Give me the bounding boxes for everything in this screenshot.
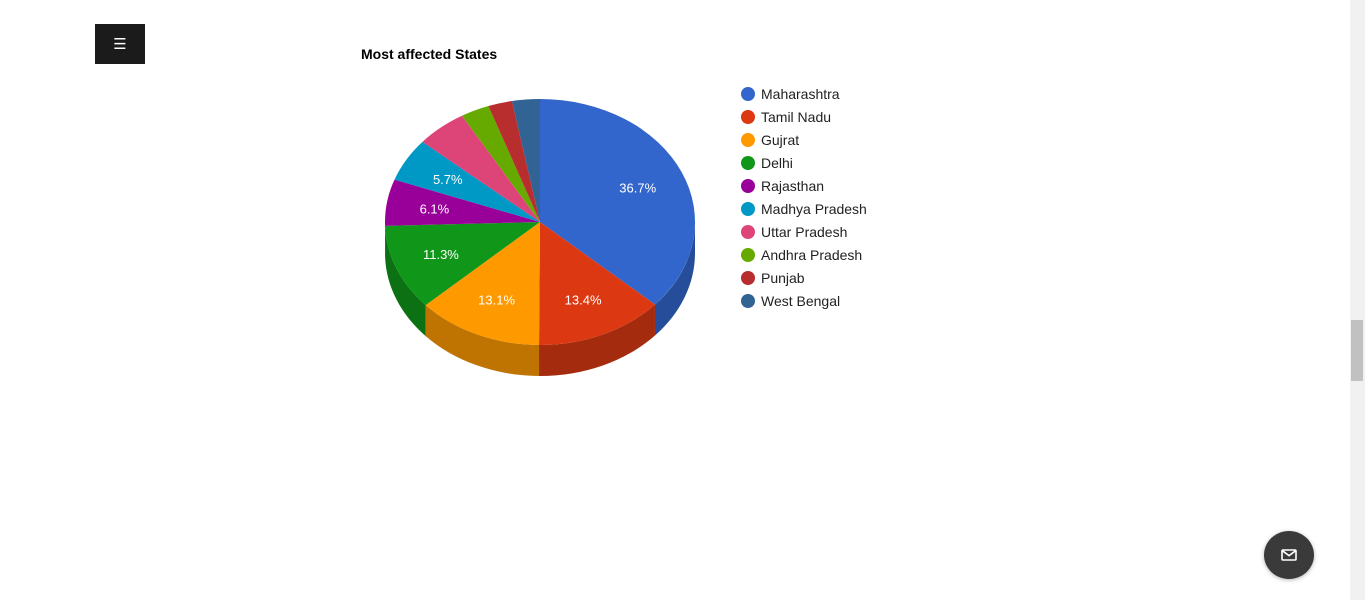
legend-label-0: Maharashtra (761, 85, 840, 102)
legend-item-5[interactable]: Madhya Pradesh (741, 197, 867, 220)
chart-title: Most affected States (361, 46, 498, 62)
legend-label-3: Delhi (761, 154, 793, 171)
legend-item-3[interactable]: Delhi (741, 151, 867, 174)
legend-swatch-3 (741, 155, 755, 170)
legend-item-7[interactable]: Andhra Pradesh (741, 243, 867, 266)
scrollbar-thumb[interactable] (1351, 320, 1363, 381)
pie-slice-8[interactable] (488, 101, 540, 222)
pie-chart: 36.7% 13.4% 13.1% 11.3% 6.1% 5.7% (385, 99, 695, 376)
legend-swatch-4 (741, 178, 755, 193)
pie-slice-9[interactable] (511, 99, 540, 222)
pie-slice-label-3: 11.3% (423, 247, 459, 262)
pie-slice-1[interactable] (539, 222, 655, 345)
pie-slice-side-2 (425, 305, 540, 376)
pie-slice-side-3 (385, 225, 426, 337)
pie-slice-3[interactable] (385, 222, 540, 306)
legend-swatch-0 (741, 86, 755, 101)
legend-swatch-8 (741, 270, 755, 285)
legend-swatch-1 (741, 109, 755, 124)
legend-item-8[interactable]: Punjab (741, 266, 867, 289)
legend-swatch-7 (741, 247, 755, 262)
legend-item-6[interactable]: Uttar Pradesh (741, 220, 867, 243)
pie-slice-label-0: 36.7% (619, 181, 656, 196)
legend-swatch-6 (741, 224, 755, 239)
pie-slice-4[interactable] (385, 179, 540, 226)
pie-slice-2[interactable] (425, 222, 540, 345)
legend-swatch-5 (741, 201, 755, 216)
menu-button[interactable]: ☰ (95, 24, 145, 64)
contact-button[interactable] (1264, 531, 1314, 579)
legend-item-9[interactable]: West Bengal (741, 289, 867, 312)
legend-item-0[interactable]: Maharashtra (741, 82, 867, 105)
legend-label-8: Punjab (761, 269, 805, 286)
pie-slice-7[interactable] (461, 106, 540, 222)
legend-item-1[interactable]: Tamil Nadu (741, 105, 867, 128)
pie-slice-label-1: 13.4% (565, 293, 602, 308)
pie-slice-side-1 (539, 304, 655, 376)
legend-item-4[interactable]: Rajasthan (741, 174, 867, 197)
pie-slice-label-4: 6.1% (420, 201, 450, 216)
pie-slice-label-2: 13.1% (478, 293, 515, 308)
chart-legend: Maharashtra Tamil Nadu Gujrat Delhi Rajastha… (741, 82, 867, 312)
legend-label-2: Gujrat (761, 131, 800, 148)
pie-slice-6[interactable] (422, 115, 540, 222)
legend-swatch-2 (741, 132, 755, 147)
legend-label-6: Uttar Pradesh (761, 223, 848, 240)
legend-label-7: Andhra Pradesh (761, 246, 863, 263)
mail-icon (1281, 549, 1297, 561)
legend-item-2[interactable]: Gujrat (741, 128, 867, 151)
pie-slice-side-0 (654, 222, 695, 336)
legend-label-4: Rajasthan (761, 177, 825, 194)
hamburger-icon: ☰ (113, 36, 127, 53)
pie-slice-0[interactable] (540, 99, 695, 305)
legend-label-9: West Bengal (761, 292, 841, 309)
legend-label-5: Madhya Pradesh (761, 200, 867, 217)
legend-label-1: Tamil Nadu (761, 108, 832, 125)
pie-slice-label-5: 5.7% (433, 172, 463, 187)
pie-slice-5[interactable] (394, 141, 540, 222)
scrollbar[interactable] (1350, 0, 1365, 600)
legend-swatch-9 (741, 293, 755, 308)
